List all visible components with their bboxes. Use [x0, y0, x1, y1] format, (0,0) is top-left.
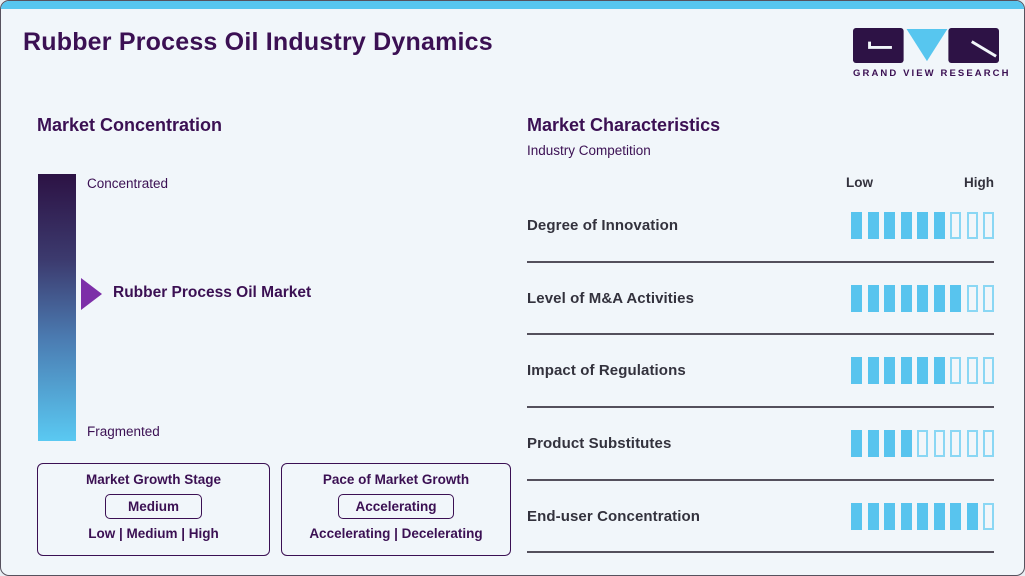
- scale-low-label: Low: [846, 175, 873, 190]
- rating-segment-empty: [966, 429, 978, 457]
- rating-bar: [851, 502, 994, 530]
- pace-options: Accelerating | Decelerating: [309, 526, 483, 541]
- rating-segment-filled: [851, 284, 862, 312]
- characteristics-heading: Market Characteristics: [527, 115, 721, 135]
- page-title: Rubber Process Oil Industry Dynamics: [23, 28, 493, 56]
- rating-bar: [851, 429, 994, 457]
- characteristic-label: Impact of Regulations: [527, 362, 686, 380]
- rating-segment-empty: [950, 211, 961, 239]
- rating-segment-empty: [983, 284, 994, 312]
- rating-segment-filled: [867, 357, 879, 385]
- market-marker-label: Rubber Process Oil Market: [113, 284, 312, 301]
- rating-segment-empty: [983, 502, 994, 530]
- growth-stage-options: Low | Medium | High: [88, 526, 219, 541]
- rating-segment-empty: [966, 357, 978, 385]
- characteristic-label: Degree of Innovation: [527, 216, 679, 234]
- rating-segment-empty: [983, 429, 994, 457]
- market-position-arrow-icon: [81, 278, 102, 310]
- rating-segment-filled: [917, 284, 928, 312]
- rating-segment-filled: [867, 211, 879, 239]
- rating-segment-filled: [884, 502, 895, 530]
- characteristic-row: Level of M&A Activities: [527, 263, 994, 336]
- characteristic-row: End-user Concentration: [527, 481, 994, 554]
- rating-segment-filled: [867, 284, 879, 312]
- rating-segment-empty: [950, 357, 961, 385]
- concentration-gradient-bar: [38, 174, 76, 441]
- rating-segment-filled: [933, 502, 945, 530]
- rating-segment-filled: [966, 502, 978, 530]
- rating-segment-empty: [917, 429, 928, 457]
- growth-stage-title: Market Growth Stage: [85, 472, 222, 487]
- characteristic-label: Product Substitutes: [527, 434, 672, 452]
- rating-segment-empty: [966, 211, 978, 239]
- gvr-logo-icon: [853, 27, 999, 64]
- rating-bar: [851, 284, 994, 312]
- rating-segment-filled: [851, 357, 862, 385]
- rating-segment-filled: [851, 502, 862, 530]
- concentrated-label: Concentrated: [87, 176, 169, 191]
- rating-segment-filled: [933, 211, 945, 239]
- rating-segment-filled: [900, 284, 912, 312]
- rating-segment-filled: [950, 284, 961, 312]
- rating-segment-filled: [900, 429, 912, 457]
- rating-segment-filled: [917, 502, 928, 530]
- rating-segment-filled: [900, 502, 912, 530]
- characteristics-subheading: Industry Competition: [527, 143, 651, 158]
- rating-segment-filled: [867, 429, 879, 457]
- rating-segment-filled: [917, 211, 928, 239]
- characteristic-row: Impact of Regulations: [527, 335, 994, 409]
- rating-segment-filled: [900, 211, 912, 239]
- rating-segment-filled: [851, 211, 862, 239]
- characteristic-label: End-user Concentration: [527, 507, 701, 525]
- fragmented-label: Fragmented: [87, 424, 160, 439]
- rating-bar: [851, 211, 994, 239]
- brand-name: GRAND VIEW RESEARCH: [853, 68, 1011, 79]
- brand-logo: GRAND VIEW RESEARCH: [853, 27, 1011, 79]
- pace-selected: Accelerating: [338, 494, 454, 519]
- scale-high-label: High: [964, 175, 994, 190]
- rating-segment-empty: [983, 357, 994, 385]
- rating-segment-filled: [884, 429, 895, 457]
- rating-segment-filled: [884, 211, 895, 239]
- rating-segment-empty: [950, 429, 961, 457]
- rating-segment-filled: [867, 502, 879, 530]
- scale-labels: Low High: [846, 175, 994, 190]
- pace-box: Pace of Market Growth Accelerating Accel…: [281, 463, 511, 556]
- characteristics-rows: Degree of Innovation Level of M&A Activit…: [527, 190, 994, 554]
- growth-stage-box: Market Growth Stage Medium Low | Medium …: [37, 463, 270, 556]
- rating-segment-filled: [884, 357, 895, 385]
- characteristic-row: Product Substitutes: [527, 408, 994, 481]
- pace-title: Pace of Market Growth: [322, 472, 470, 487]
- characteristic-row: Degree of Innovation: [527, 190, 994, 263]
- accent-top-bar: [1, 1, 1024, 9]
- rating-segment-filled: [933, 357, 945, 385]
- growth-stage-selected: Medium: [104, 494, 202, 519]
- concentration-heading: Market Concentration: [37, 115, 223, 135]
- rating-segment-filled: [900, 357, 912, 385]
- rating-segment-empty: [933, 429, 945, 457]
- rating-segment-filled: [884, 284, 895, 312]
- rating-segment-empty: [983, 211, 994, 239]
- rating-segment-filled: [950, 502, 961, 530]
- rating-segment-filled: [933, 284, 945, 312]
- characteristic-label: Level of M&A Activities: [527, 289, 695, 307]
- rating-segment-filled: [917, 357, 928, 385]
- rating-segment-empty: [966, 284, 978, 312]
- rating-bar: [851, 357, 994, 385]
- rating-segment-filled: [851, 429, 862, 457]
